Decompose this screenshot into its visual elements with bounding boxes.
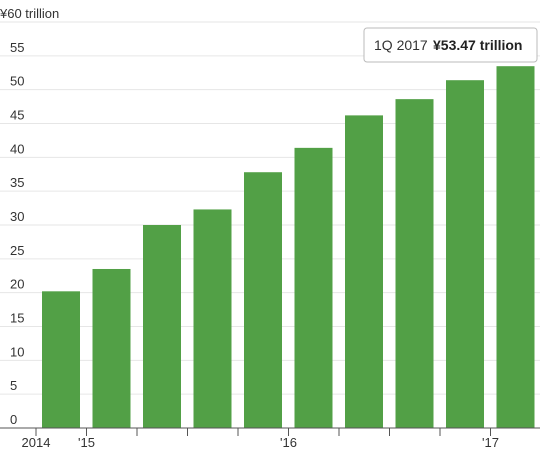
y-tick-label: ¥60 trillion	[0, 6, 59, 21]
tooltip-label: 1Q 2017	[374, 37, 428, 53]
y-tick-label: 0	[10, 412, 17, 427]
x-tick-label: '17	[482, 435, 499, 450]
bar	[193, 209, 232, 428]
y-tick-label: 15	[10, 311, 24, 326]
y-tick-label: 55	[10, 40, 24, 55]
y-tick-label: 50	[10, 74, 24, 89]
y-tick-label: 30	[10, 209, 24, 224]
y-tick-label: 20	[10, 277, 24, 292]
x-tick-label: '15	[78, 435, 95, 450]
bar	[345, 115, 383, 428]
x-tick-label: '16	[280, 435, 297, 450]
bar	[294, 147, 333, 429]
bar	[244, 172, 282, 428]
tooltip-value: ¥53.47 trillion	[433, 37, 522, 53]
y-tick-label: 40	[10, 141, 24, 156]
tooltip-box	[363, 27, 538, 63]
y-tick-label: 25	[10, 243, 24, 258]
y-tick-label: 5	[10, 378, 17, 393]
y-tick-label: 10	[10, 344, 24, 359]
tooltip: 1Q 2017 ¥53.47 trillion	[363, 27, 538, 63]
bar	[42, 291, 80, 428]
bar	[446, 80, 484, 429]
bar	[143, 225, 181, 428]
x-tick-label: 2014	[22, 435, 51, 450]
bar	[395, 99, 434, 428]
bar	[92, 268, 131, 428]
bar	[496, 66, 535, 428]
y-tick-label: 35	[10, 175, 24, 190]
y-tick-label: 45	[10, 108, 24, 123]
